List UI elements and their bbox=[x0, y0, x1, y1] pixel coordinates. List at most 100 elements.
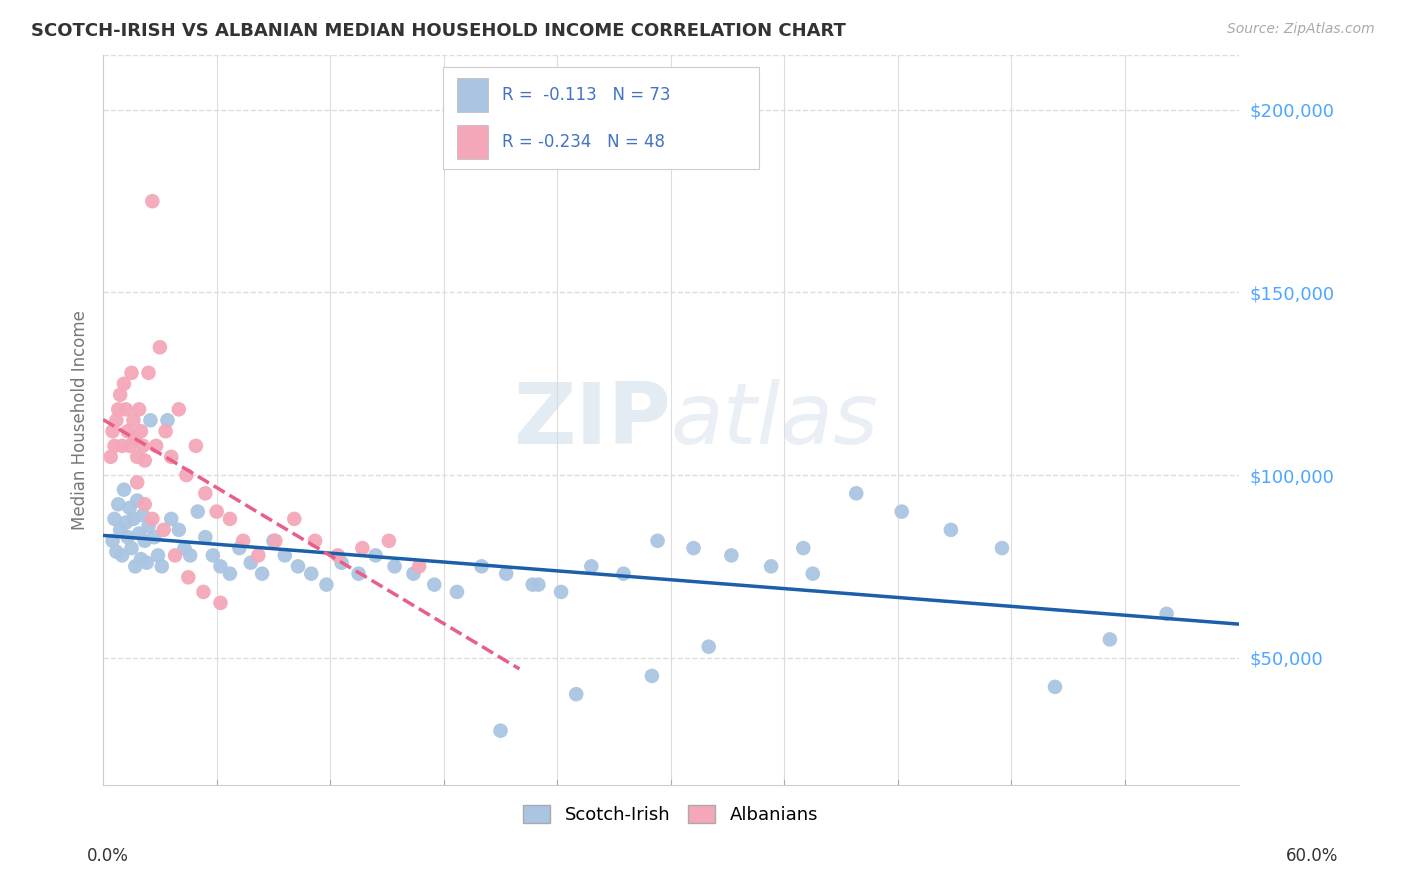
Point bbox=[326, 549, 349, 563]
Point bbox=[176, 468, 198, 483]
Point bbox=[128, 402, 150, 417]
Point bbox=[122, 512, 145, 526]
Point bbox=[446, 585, 468, 599]
Point bbox=[495, 566, 517, 581]
Text: 0.0%: 0.0% bbox=[87, 847, 129, 865]
Point bbox=[103, 439, 125, 453]
Point bbox=[134, 453, 156, 467]
Text: R =  -0.113   N = 73: R = -0.113 N = 73 bbox=[502, 87, 671, 104]
Point bbox=[121, 541, 143, 555]
Point bbox=[1098, 632, 1121, 647]
Point bbox=[287, 559, 309, 574]
Point bbox=[167, 523, 190, 537]
Point bbox=[128, 526, 150, 541]
Point bbox=[127, 493, 149, 508]
Point bbox=[845, 486, 868, 500]
Point bbox=[134, 497, 156, 511]
Point bbox=[209, 596, 232, 610]
Point bbox=[160, 450, 183, 464]
Point bbox=[890, 505, 912, 519]
Point bbox=[149, 340, 172, 354]
Point bbox=[264, 533, 287, 548]
Point bbox=[193, 585, 215, 599]
Point bbox=[522, 577, 544, 591]
Point bbox=[239, 556, 262, 570]
Point bbox=[378, 533, 401, 548]
Point bbox=[139, 413, 162, 427]
Point bbox=[124, 559, 146, 574]
Point bbox=[118, 500, 141, 515]
Point bbox=[194, 486, 217, 500]
Point bbox=[283, 512, 305, 526]
Point bbox=[720, 549, 742, 563]
Point bbox=[129, 552, 152, 566]
Point bbox=[330, 556, 353, 570]
Point bbox=[155, 424, 177, 438]
Point bbox=[103, 512, 125, 526]
Point bbox=[132, 508, 155, 523]
Point bbox=[127, 450, 149, 464]
Point bbox=[315, 577, 337, 591]
Point bbox=[647, 533, 669, 548]
Point bbox=[160, 512, 183, 526]
Text: ZIP: ZIP bbox=[513, 379, 671, 462]
Point bbox=[471, 559, 494, 574]
Point bbox=[184, 439, 207, 453]
Y-axis label: Median Household Income: Median Household Income bbox=[72, 310, 89, 530]
Point bbox=[163, 549, 186, 563]
Point bbox=[801, 566, 824, 581]
Point bbox=[150, 559, 173, 574]
Point bbox=[105, 545, 128, 559]
Point bbox=[247, 549, 270, 563]
Point bbox=[352, 541, 374, 555]
Point bbox=[194, 530, 217, 544]
Point bbox=[117, 424, 139, 438]
Point bbox=[146, 549, 169, 563]
Point bbox=[250, 566, 273, 581]
Point bbox=[347, 566, 370, 581]
Point bbox=[114, 402, 136, 417]
Point bbox=[274, 549, 297, 563]
Point bbox=[138, 366, 160, 380]
Point bbox=[384, 559, 406, 574]
Point bbox=[219, 512, 242, 526]
Point bbox=[124, 432, 146, 446]
Point bbox=[565, 687, 588, 701]
Point bbox=[1043, 680, 1066, 694]
Point bbox=[991, 541, 1014, 555]
Point bbox=[138, 519, 160, 533]
Point bbox=[122, 413, 145, 427]
Point bbox=[581, 559, 603, 574]
Point bbox=[179, 549, 201, 563]
Point bbox=[108, 523, 131, 537]
Point bbox=[423, 577, 446, 591]
Point bbox=[304, 533, 326, 548]
Text: 60.0%: 60.0% bbox=[1286, 847, 1339, 865]
Point bbox=[141, 194, 163, 209]
Text: R = -0.234   N = 48: R = -0.234 N = 48 bbox=[502, 133, 665, 151]
Point bbox=[228, 541, 250, 555]
Point bbox=[117, 530, 139, 544]
Point bbox=[201, 549, 224, 563]
Point bbox=[173, 541, 195, 555]
Point bbox=[107, 402, 129, 417]
Point bbox=[550, 585, 572, 599]
Point bbox=[299, 566, 322, 581]
Point bbox=[101, 533, 124, 548]
Point bbox=[177, 570, 200, 584]
Point bbox=[489, 723, 512, 738]
Point bbox=[112, 483, 135, 497]
Text: Source: ZipAtlas.com: Source: ZipAtlas.com bbox=[1227, 22, 1375, 37]
Point bbox=[100, 450, 122, 464]
Point bbox=[112, 376, 135, 391]
Point bbox=[219, 566, 242, 581]
Point bbox=[143, 530, 166, 544]
Point bbox=[792, 541, 814, 555]
Point bbox=[697, 640, 720, 654]
Point bbox=[105, 413, 128, 427]
Point bbox=[156, 413, 179, 427]
Text: atlas: atlas bbox=[671, 379, 879, 462]
Point bbox=[152, 523, 174, 537]
Point bbox=[402, 566, 425, 581]
Point bbox=[205, 505, 228, 519]
